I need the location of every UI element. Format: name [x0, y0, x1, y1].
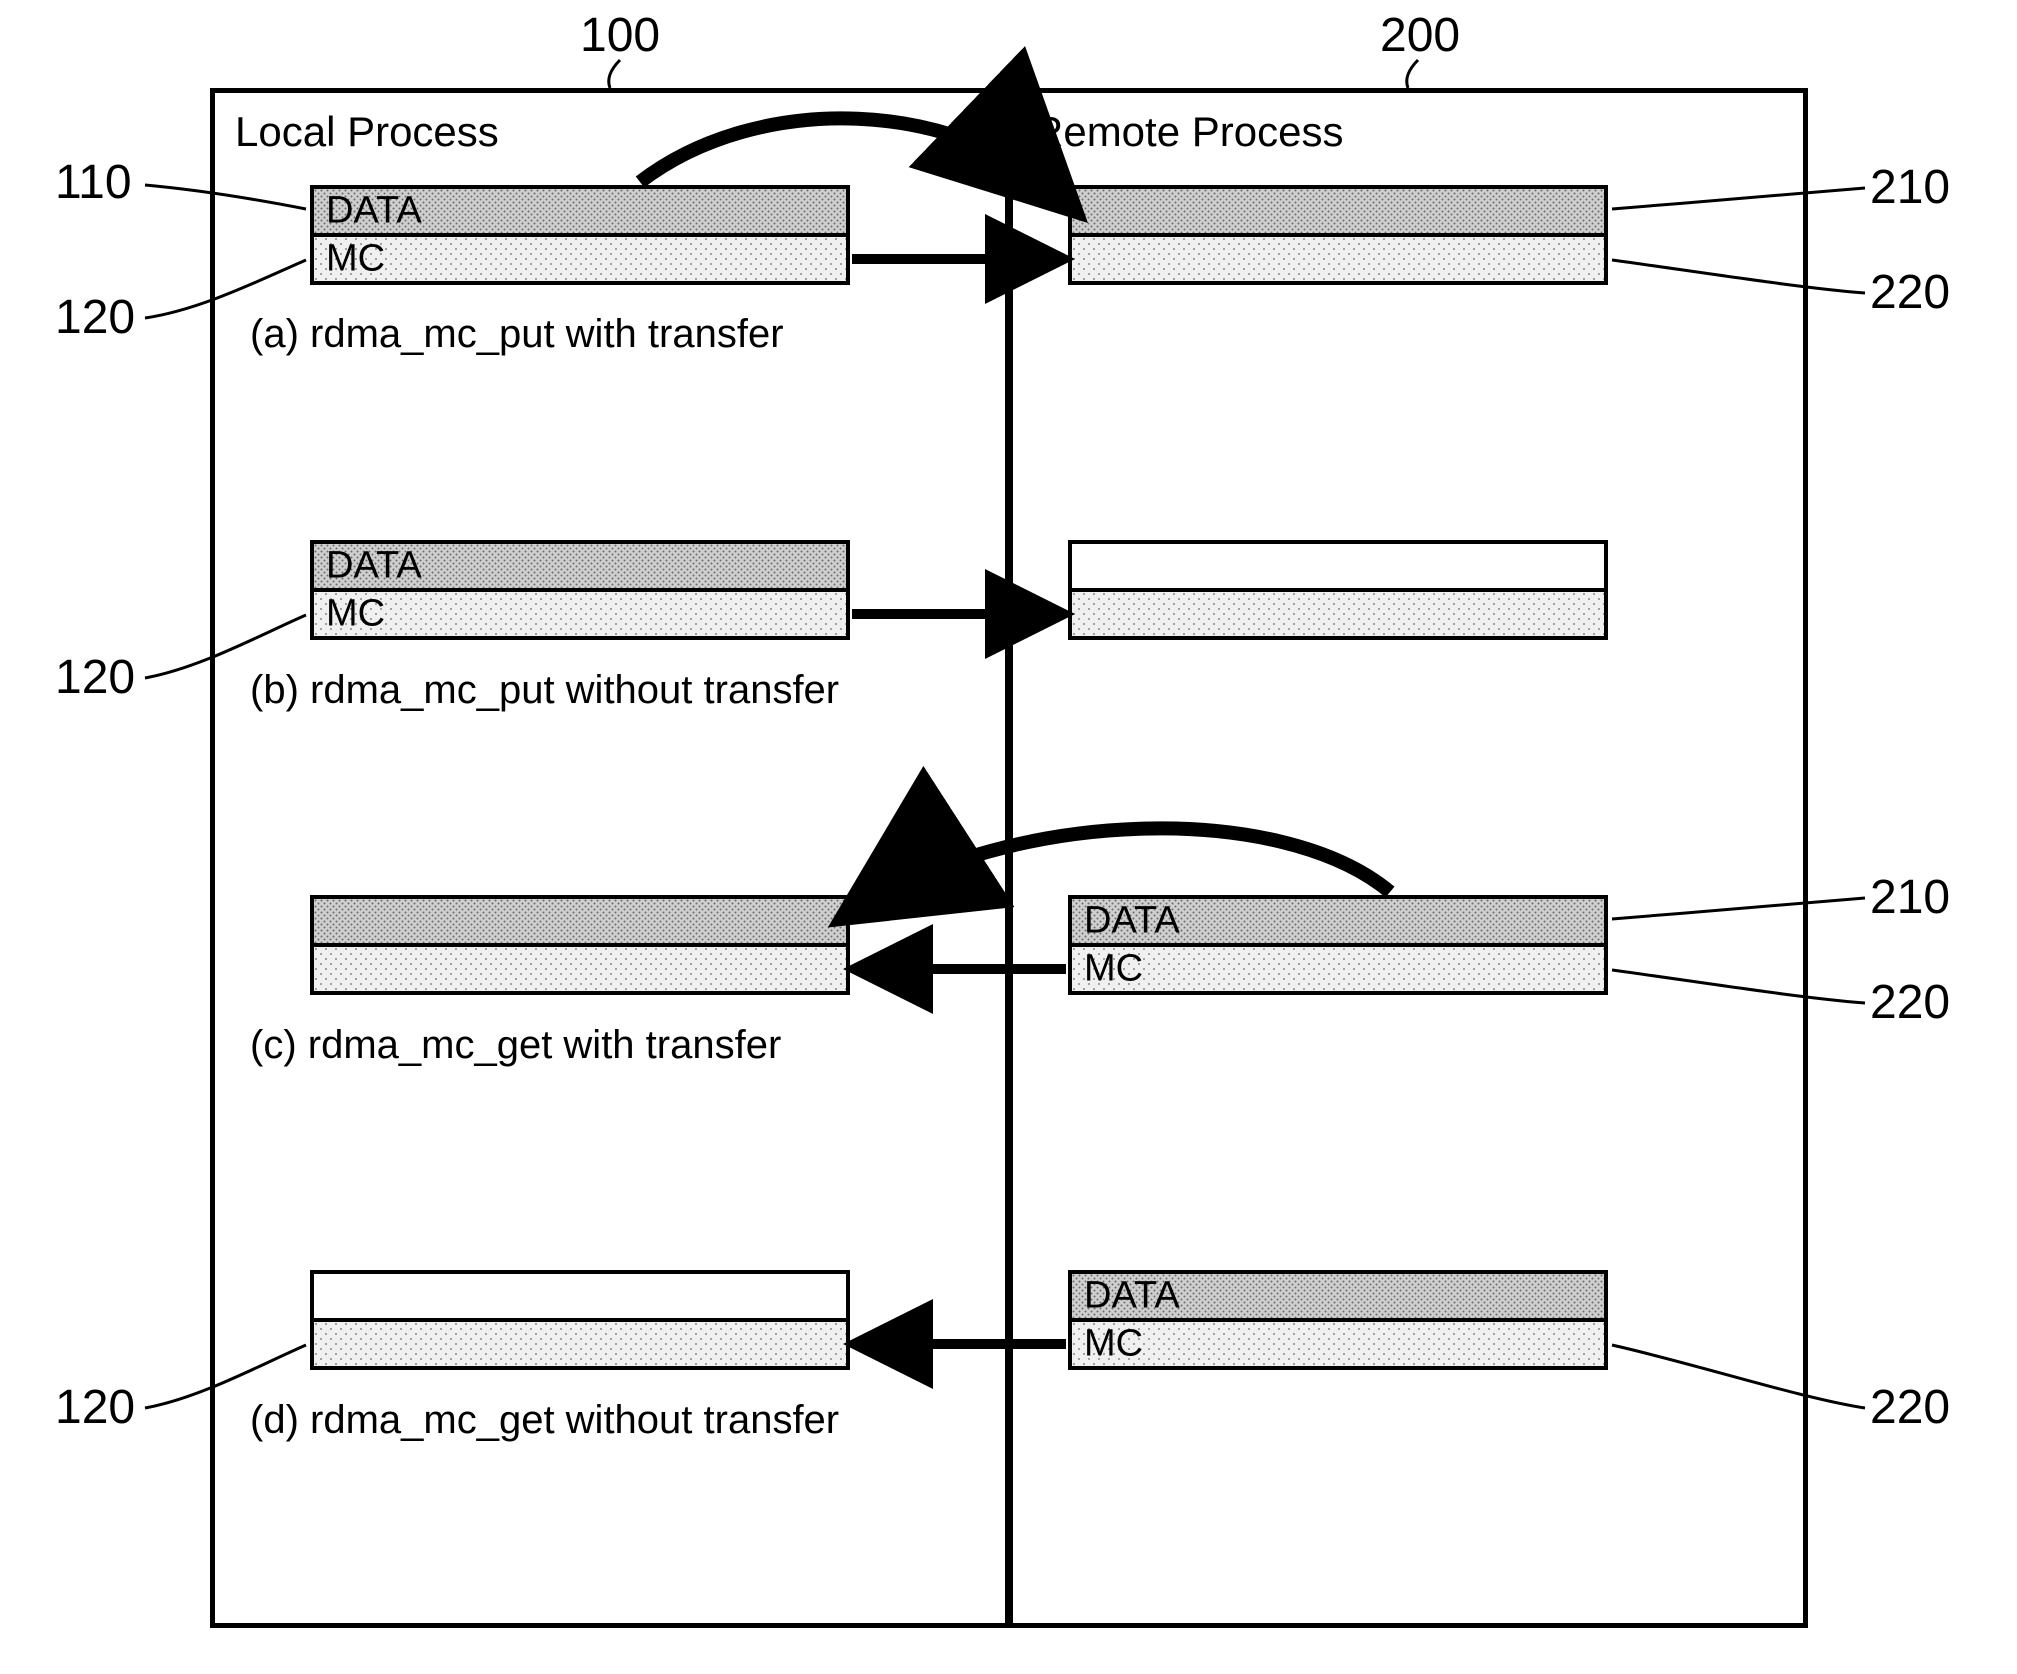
row-c-caption: (c) rdma_mc_get with transfer: [250, 1023, 781, 1068]
callout-120c: 120: [55, 1380, 135, 1435]
callout-220a: 220: [1870, 265, 1950, 320]
callout-120b: 120: [55, 650, 135, 705]
row-d-local-mc-bar: [310, 1318, 850, 1370]
row-c-remote-mc-label: MC: [1084, 948, 1143, 991]
row-a-remote-data-bar: [1068, 185, 1608, 237]
callout-220b: 220: [1870, 975, 1950, 1030]
row-a-caption: (a) rdma_mc_put with transfer: [250, 312, 784, 357]
row-b-local-data-label: DATA: [326, 545, 422, 588]
diagram-canvas: 100 200 Local Process Remote Process DAT…: [0, 0, 2017, 1674]
callout-220c: 220: [1870, 1380, 1950, 1435]
row-d-remote-mc-label: MC: [1084, 1323, 1143, 1366]
row-a-local-mc-label: MC: [326, 238, 385, 281]
callout-210b: 210: [1870, 870, 1950, 925]
row-b-local-data-bar: DATA: [310, 540, 850, 592]
row-d-remote-mc-bar: MC: [1068, 1318, 1608, 1370]
row-c-local-mc-bar: [310, 943, 850, 995]
row-b-local-mc-bar: MC: [310, 588, 850, 640]
row-b-caption: (b) rdma_mc_put without transfer: [250, 668, 839, 713]
row-a-local-mc-bar: MC: [310, 233, 850, 285]
row-a-local-data-bar: DATA: [310, 185, 850, 237]
callout-210a: 210: [1870, 160, 1950, 215]
remote-process-title: Remote Process: [1033, 108, 1343, 156]
local-process-title: Local Process: [235, 108, 499, 156]
row-d-local-data-bar: [310, 1270, 850, 1322]
callout-200: 200: [1380, 8, 1460, 63]
row-c-local-data-bar: [310, 895, 850, 947]
callout-120a: 120: [55, 290, 135, 345]
row-b-local-mc-label: MC: [326, 593, 385, 636]
row-c-remote-data-bar: DATA: [1068, 895, 1608, 947]
row-b-remote-mc-bar: [1068, 588, 1608, 640]
row-c-remote-data-label: DATA: [1084, 900, 1180, 943]
row-c-remote-mc-bar: MC: [1068, 943, 1608, 995]
remote-process-box: [1008, 88, 1808, 1628]
row-d-remote-data-label: DATA: [1084, 1275, 1180, 1318]
row-a-local-data-label: DATA: [326, 190, 422, 233]
callout-100: 100: [580, 8, 660, 63]
row-a-remote-mc-bar: [1068, 233, 1608, 285]
row-d-caption: (d) rdma_mc_get without transfer: [250, 1398, 839, 1443]
row-b-remote-data-bar: [1068, 540, 1608, 592]
row-d-remote-data-bar: DATA: [1068, 1270, 1608, 1322]
callout-110: 110: [55, 155, 132, 210]
